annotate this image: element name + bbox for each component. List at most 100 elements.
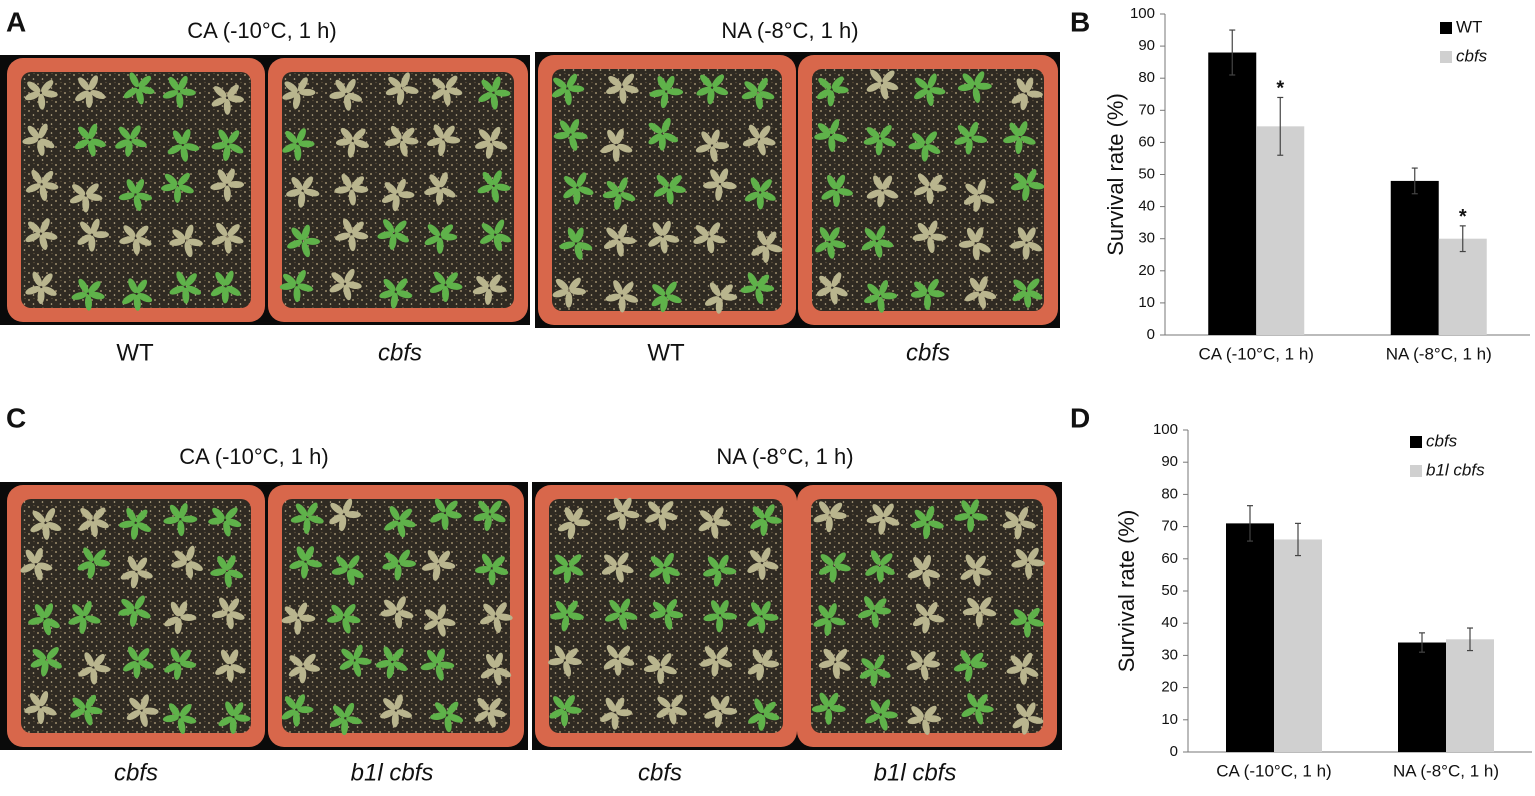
leaf	[832, 662, 840, 679]
photos	[0, 52, 1062, 750]
leaf	[177, 718, 186, 734]
leaf	[716, 616, 724, 633]
leaf	[291, 227, 304, 241]
leaf	[830, 240, 846, 249]
leaf	[78, 666, 93, 677]
leaf	[656, 707, 671, 718]
leaf	[224, 237, 232, 254]
leaf	[836, 661, 851, 671]
leaf	[623, 85, 639, 94]
leaf	[380, 709, 396, 719]
leaf	[178, 184, 194, 194]
leaf	[218, 129, 229, 144]
leaf	[670, 185, 686, 193]
leaf	[929, 174, 943, 187]
leaf	[603, 658, 618, 670]
leaf	[713, 570, 722, 587]
leaf	[827, 242, 835, 259]
leaf	[492, 76, 501, 92]
leaf	[741, 91, 758, 100]
leaf	[1018, 507, 1029, 522]
leaf	[487, 712, 496, 728]
leaf	[118, 520, 135, 528]
leaf	[302, 176, 314, 191]
leaf	[185, 273, 197, 287]
leaf	[394, 564, 402, 581]
leaf	[699, 658, 716, 667]
leaf	[881, 175, 893, 190]
leaf	[915, 603, 928, 617]
leaf	[619, 614, 627, 631]
leaf	[964, 291, 980, 302]
leaf	[45, 618, 60, 629]
leaf	[601, 565, 617, 575]
genotype-label: WT	[116, 339, 154, 366]
leaf	[401, 127, 415, 140]
leaf	[879, 280, 889, 296]
leaf	[1002, 520, 1019, 529]
leaf	[475, 565, 491, 574]
leaf	[139, 711, 148, 727]
leaf	[331, 604, 344, 618]
bar	[1208, 52, 1257, 336]
leaf	[396, 596, 406, 611]
leaf	[927, 278, 939, 293]
leaf	[351, 221, 364, 234]
leaf	[870, 699, 882, 714]
leaf	[872, 504, 884, 518]
leaf	[282, 91, 298, 100]
leaf	[494, 219, 505, 235]
leaf	[37, 140, 45, 156]
leaf	[226, 555, 236, 571]
leaf	[137, 570, 153, 579]
leaf	[226, 613, 234, 630]
leaf	[866, 189, 882, 199]
leaf	[41, 80, 54, 93]
leaf	[298, 191, 306, 208]
leaf	[715, 185, 723, 201]
leaf	[866, 82, 882, 92]
leaf	[1022, 243, 1030, 260]
leaf	[177, 520, 185, 537]
leaf	[1013, 609, 1028, 621]
leaf	[445, 500, 458, 513]
leaf	[710, 696, 721, 711]
leaf	[695, 144, 712, 153]
leaf	[908, 142, 925, 150]
leaf	[301, 562, 309, 579]
leaf	[172, 229, 186, 241]
leaf	[975, 611, 983, 628]
leaf	[90, 668, 98, 685]
leaf	[837, 188, 853, 196]
leaf	[304, 546, 315, 561]
leaf	[136, 279, 148, 294]
leaf	[171, 560, 187, 568]
leaf	[555, 554, 569, 567]
condition-label: CA (-10°C, 1 h)	[179, 444, 328, 469]
leaf	[142, 707, 159, 715]
leaf	[870, 550, 881, 565]
leaf	[828, 692, 839, 708]
leaf	[1017, 227, 1028, 242]
leaf	[565, 657, 582, 665]
leaf	[912, 616, 928, 627]
leaf	[118, 126, 131, 140]
leaf	[391, 711, 399, 728]
leaf	[657, 696, 671, 708]
leaf	[1027, 547, 1039, 562]
legend-swatch	[1440, 22, 1452, 34]
leaf	[308, 515, 324, 524]
leaf	[75, 90, 90, 102]
leaf	[332, 705, 346, 718]
leaf	[865, 713, 881, 724]
leaf	[228, 598, 240, 612]
leaf	[163, 516, 180, 525]
leaf	[764, 504, 775, 519]
leaf	[622, 73, 635, 87]
leaf	[178, 75, 188, 91]
leaf	[32, 510, 46, 523]
leaf	[976, 242, 991, 253]
leaf	[1027, 290, 1043, 300]
leaf	[30, 658, 46, 668]
leaf	[965, 554, 976, 569]
